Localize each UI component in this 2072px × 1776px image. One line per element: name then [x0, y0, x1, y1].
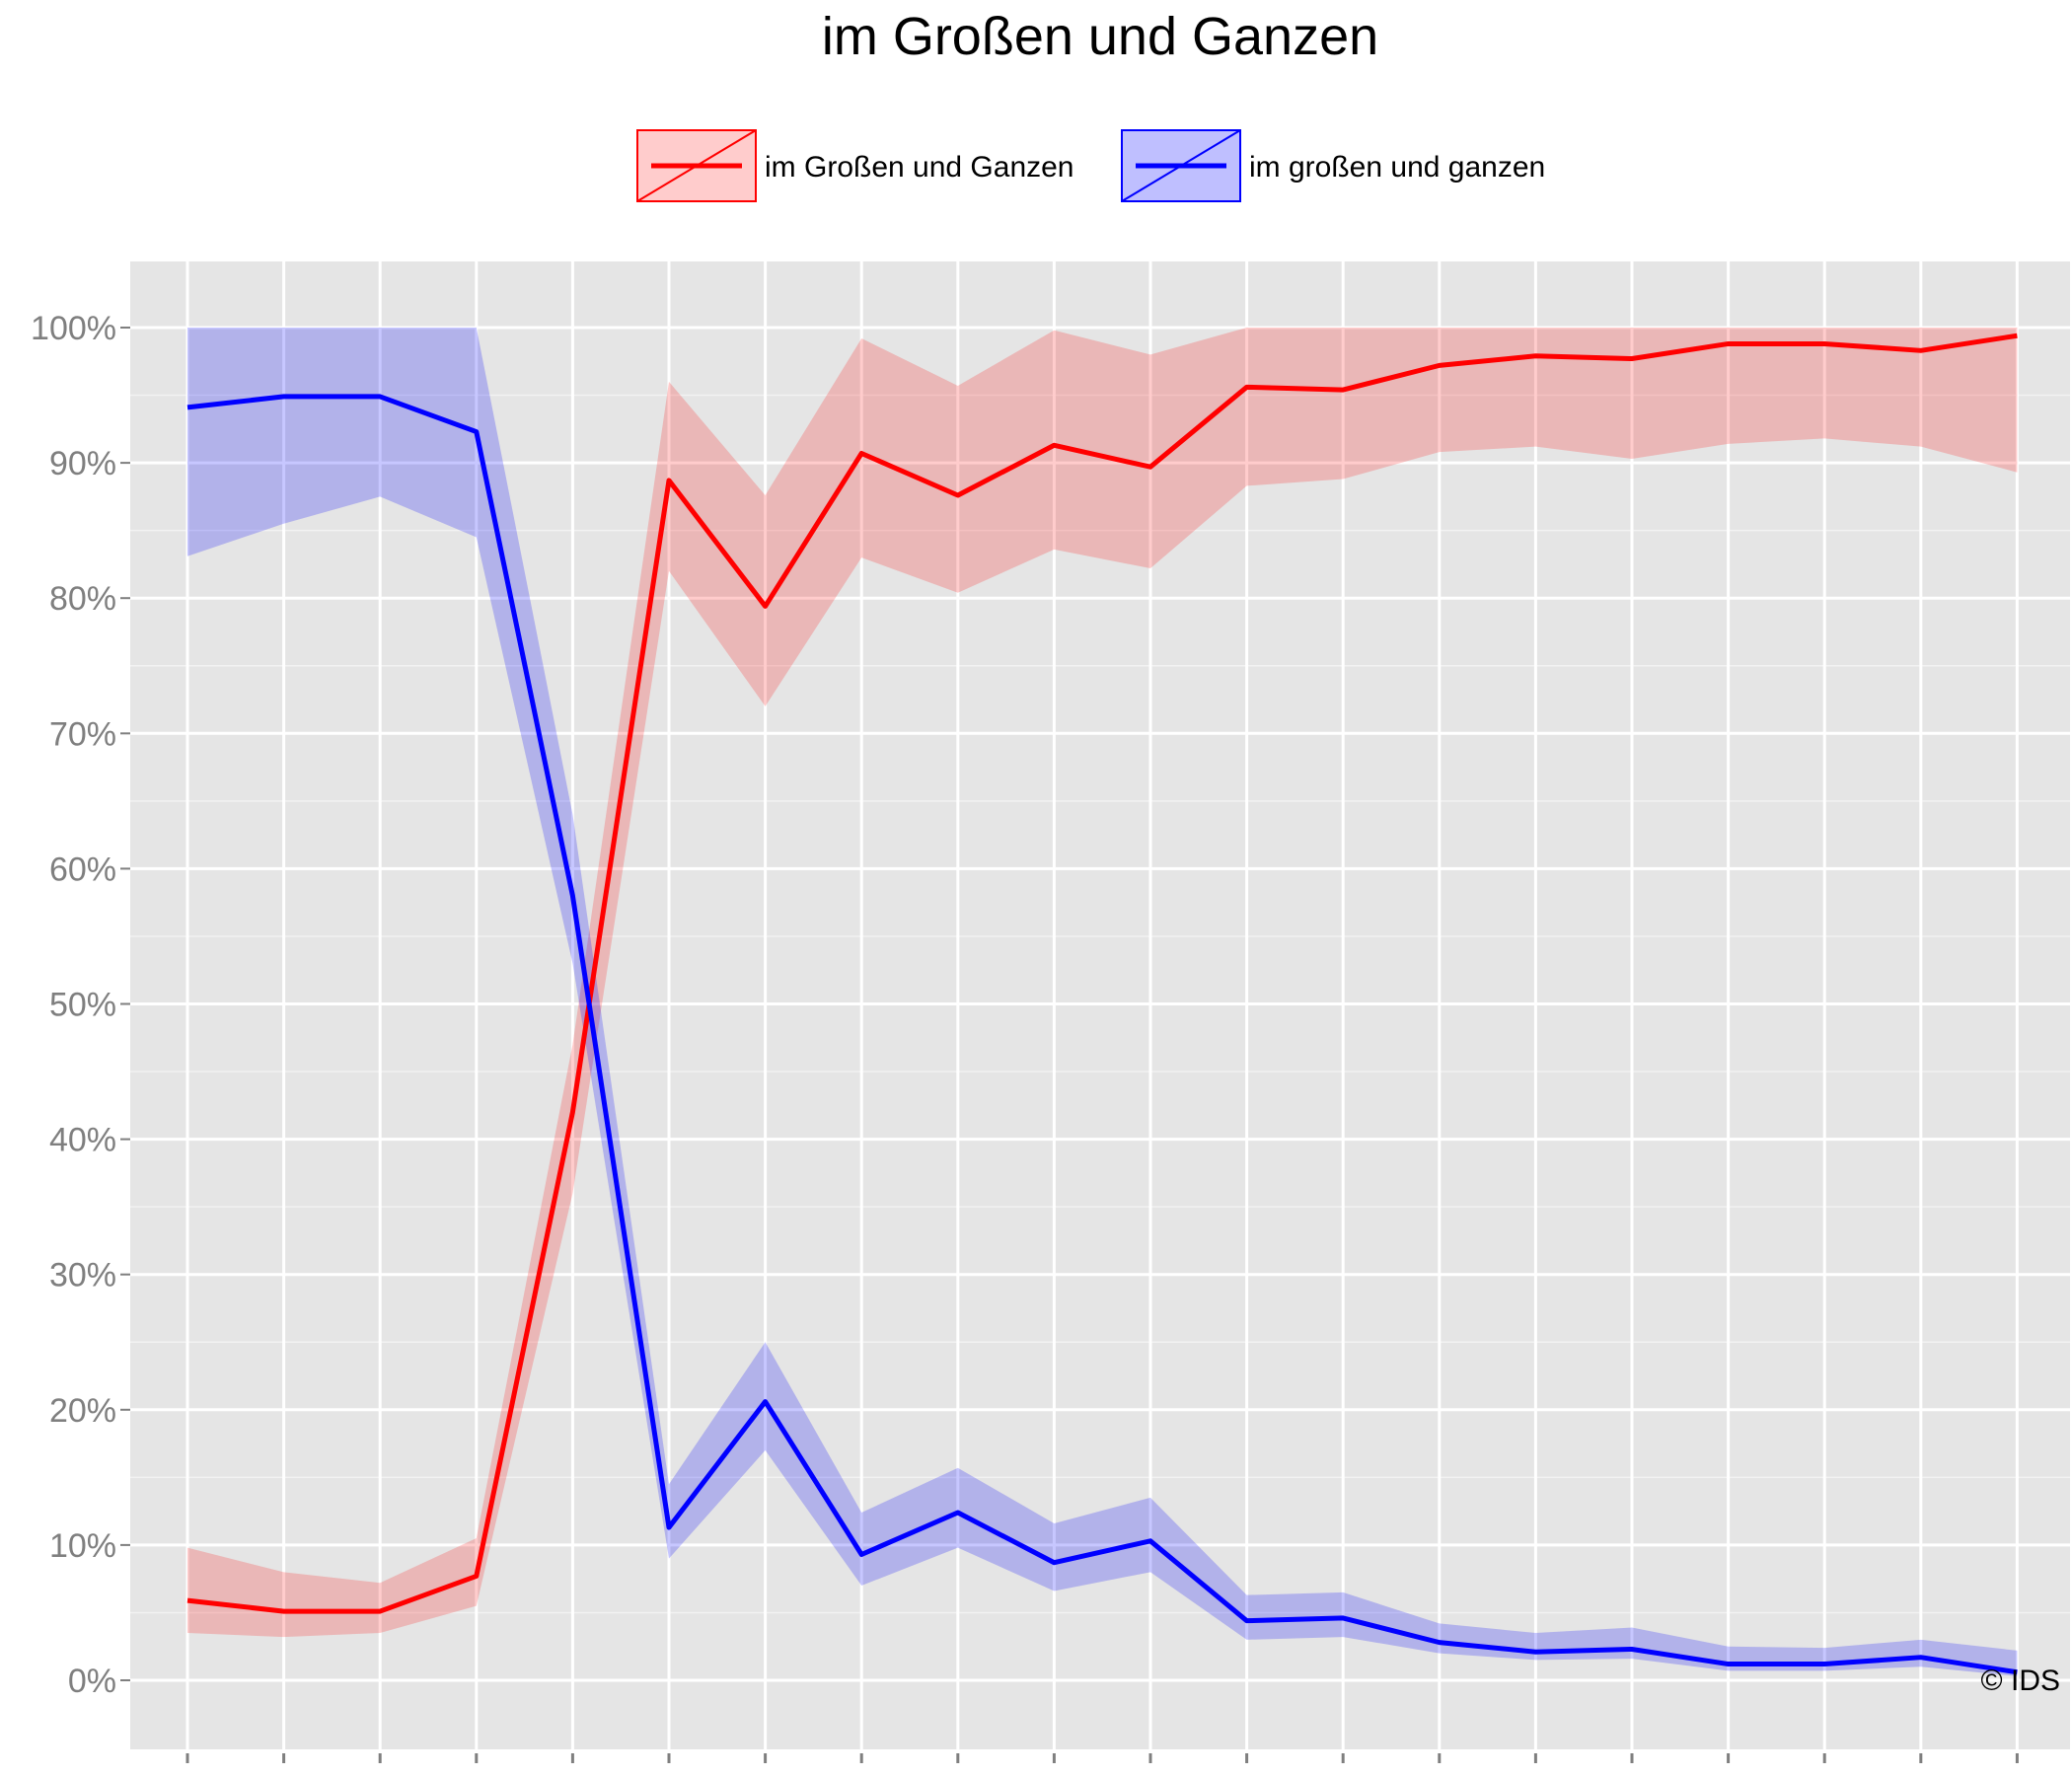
y-tick-label: 50% — [49, 987, 116, 1024]
y-axis: 0% 10% 20% 30% 40% 50% 60% 70% 80% 90% 100% — [31, 310, 130, 1700]
grid-major — [130, 261, 2070, 1749]
credit-label: © IDS — [1981, 1665, 2060, 1697]
series-line-2 — [186, 394, 2018, 1675]
legend-key-series-1 — [636, 129, 757, 202]
y-tick-label: 70% — [49, 715, 116, 753]
x-axis — [185, 1753, 2019, 1763]
band-2 — [187, 328, 2018, 1676]
y-tick-label: 0% — [68, 1663, 116, 1700]
y-tick-label: 40% — [49, 1122, 116, 1159]
y-tick-label: 90% — [49, 445, 116, 482]
chart-title: im Großen und Ganzen — [822, 7, 1378, 66]
y-tick-label: 20% — [49, 1392, 116, 1430]
series-line-1 — [186, 333, 2018, 1614]
legend-key-series-2 — [1121, 129, 1241, 202]
legend-label-series-2: im großen und ganzen — [1249, 151, 1545, 184]
y-tick-label: 30% — [49, 1257, 116, 1295]
confidence-bands — [187, 328, 2018, 1676]
y-tick-label: 60% — [49, 851, 116, 888]
legend: im Großen und Ganzen im großen und ganze… — [636, 129, 1545, 202]
legend-label-series-1: im Großen und Ganzen — [765, 151, 1074, 184]
y-tick-label: 80% — [49, 580, 116, 618]
grid-minor — [130, 394, 2070, 1614]
band-1 — [187, 328, 2018, 1638]
y-tick-label: 100% — [31, 310, 116, 347]
y-tick-label: 10% — [49, 1527, 116, 1565]
series-lines — [186, 333, 2018, 1675]
